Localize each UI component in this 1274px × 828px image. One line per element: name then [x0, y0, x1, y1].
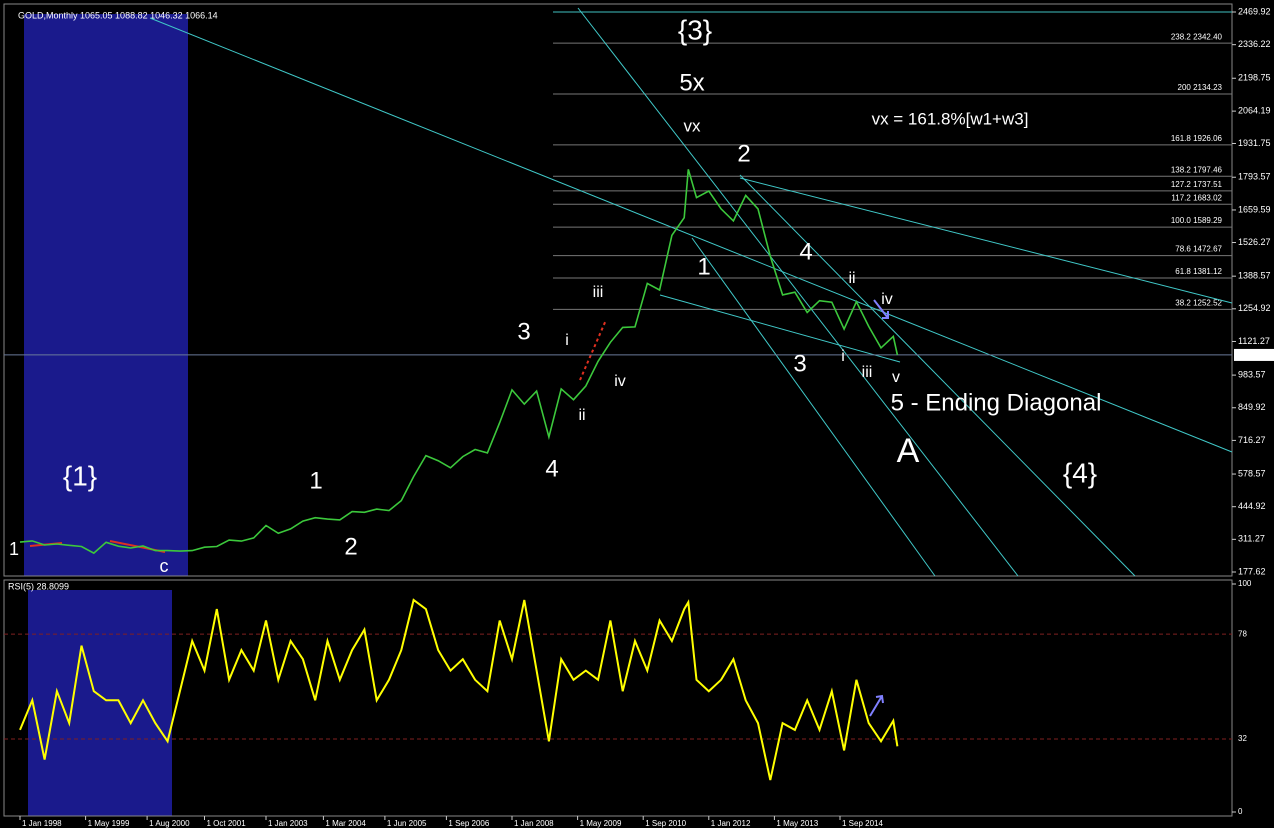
rsi-tick-label: 78: [1238, 629, 1247, 638]
fib-label: 200 2134.23: [1178, 83, 1223, 92]
fib-label: 61.8 1381.12: [1175, 267, 1222, 276]
x-tick-label: 1 Jan 2012: [711, 819, 751, 828]
trend-line: [691, 237, 936, 577]
wave-label: i: [841, 348, 845, 365]
y-tick-label: 983.57: [1238, 369, 1266, 379]
rsi-title: RSI(5) 28.8099: [8, 581, 69, 591]
y-tick-label: 1793.57: [1238, 172, 1271, 182]
y-tick-label: 1388.57: [1238, 271, 1271, 281]
rsi-panel-border: [3, 579, 1233, 817]
wave-label: 1: [309, 467, 322, 494]
x-tick-label: 1 Sep 2010: [645, 819, 686, 828]
wave-label: iii: [862, 364, 873, 381]
wave-label: vx: [684, 116, 702, 135]
wave-label: 5x: [679, 69, 704, 96]
wave-label: ii: [578, 407, 585, 424]
x-tick-label: 1 Sep 2006: [448, 819, 489, 828]
x-tick-label: 1 May 1999: [88, 819, 130, 828]
wave-label: 3: [793, 350, 806, 377]
trend-line: [739, 174, 1136, 577]
x-tick-label: 1 May 2009: [580, 819, 622, 828]
rsi-line: [19, 598, 899, 781]
x-tick-label: 1 Aug 2000: [149, 819, 190, 828]
y-tick-label: 1526.27: [1238, 237, 1271, 247]
chart-title: GOLD,Monthly 1065.05 1088.82 1046.32 106…: [18, 10, 218, 20]
wave-label: v: [892, 369, 900, 386]
y-tick-label: 716.27: [1238, 435, 1266, 445]
fib-label: 117.2 1683.02: [1171, 193, 1222, 202]
fib-label: 138.2 1797.46: [1171, 165, 1223, 174]
wave-label: 5 - Ending Diagonal: [891, 389, 1102, 416]
trend-line: [577, 7, 1019, 577]
y-tick-label: 1659.59: [1238, 204, 1271, 214]
wave-label: iv: [881, 291, 893, 308]
x-tick-label: 1 Oct 2001: [207, 819, 247, 828]
y-tick-label: 177.62: [1238, 566, 1266, 576]
y-tick-label: 1254.92: [1238, 303, 1271, 313]
current-price-label: 1066.14: [1238, 350, 1267, 359]
y-tick-label: 2198.75: [1238, 73, 1271, 83]
arrow: [873, 299, 889, 319]
wave-label: 1: [697, 253, 710, 280]
y-tick-label: 444.92: [1238, 501, 1266, 511]
wave-label: {4}: [1063, 457, 1097, 488]
fib-label: 127.2 1737.51: [1171, 180, 1223, 189]
y-tick-label: 2064.19: [1238, 105, 1271, 115]
current-price-box: [1234, 348, 1274, 361]
wave-label: vx = 161.8%[w1+w3]: [872, 109, 1029, 128]
rsi-tick-label: 32: [1238, 734, 1247, 743]
wave-label: A: [897, 432, 920, 470]
fib-label: 100.0 1589.29: [1171, 216, 1223, 225]
trend-line: [149, 17, 1233, 453]
wave-label: 2: [737, 140, 750, 167]
x-tick-label: 1 Jan 1998: [22, 819, 62, 828]
price-panel-border: [3, 3, 1233, 577]
y-tick-label: 849.92: [1238, 402, 1266, 412]
x-tick-label: 1 Sep 2014: [842, 819, 883, 828]
y-tick-label: 1931.75: [1238, 138, 1271, 148]
wave-label: c: [160, 556, 169, 576]
highlight-region: [24, 14, 188, 576]
trend-line: [659, 294, 901, 363]
fib-label: 161.8 1926.06: [1171, 134, 1223, 143]
drawn-segment: [579, 319, 607, 381]
y-tick-label: 2469.92: [1238, 6, 1271, 16]
wave-label: {3}: [678, 14, 712, 45]
x-tick-label: 1 May 2013: [776, 819, 818, 828]
wave-label: 1: [9, 539, 19, 559]
wave-label: iii: [593, 284, 604, 301]
wave-label: ii: [848, 270, 855, 287]
rsi-tick-label: 0: [1238, 807, 1243, 816]
wave-label: 4: [799, 238, 812, 265]
trend-line: [739, 177, 1233, 304]
wave-label: 3: [517, 318, 530, 345]
y-tick-label: 578.57: [1238, 468, 1266, 478]
wave-label: i: [565, 332, 569, 349]
rsi-tick-label: 100: [1238, 579, 1252, 588]
y-tick-label: 1121.27: [1238, 336, 1270, 346]
x-tick-label: 1 Jan 2008: [514, 819, 554, 828]
fib-label: 78.6 1472.67: [1175, 245, 1222, 254]
wave-label: 2: [344, 533, 357, 560]
y-tick-label: 2336.22: [1238, 39, 1271, 49]
fib-label: 38.2 1252.52: [1175, 299, 1222, 308]
highlight-region: [28, 590, 172, 816]
y-tick-label: 311.27: [1238, 534, 1265, 544]
wave-label: iv: [614, 373, 626, 390]
fib-label: 238.2 2342.40: [1171, 32, 1223, 41]
x-tick-label: 1 Jan 2003: [268, 819, 308, 828]
price-line: [19, 169, 899, 555]
arrow: [869, 694, 884, 717]
x-tick-label: 1 Mar 2004: [325, 819, 366, 828]
wave-label: {1}: [63, 460, 97, 491]
wave-label: 4: [545, 455, 558, 482]
x-tick-label: 1 Jun 2005: [387, 819, 427, 828]
